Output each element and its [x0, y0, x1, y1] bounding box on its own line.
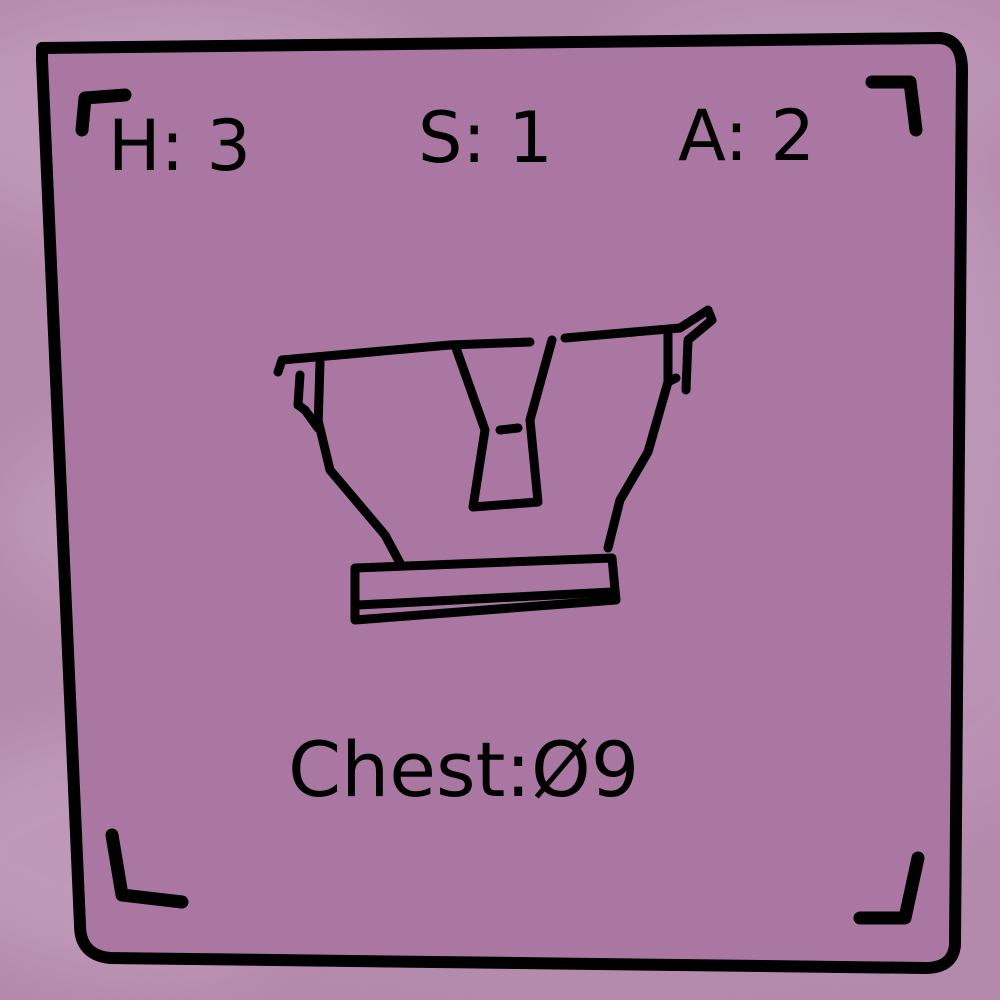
speed-stat: S: 1	[418, 97, 553, 179]
stats-row: H: 3 S: 1 A: 2	[108, 95, 815, 187]
chest-armor-icon	[273, 305, 717, 625]
item-label: Chest:Ø9	[288, 725, 639, 814]
corner-bracket-bottom-left	[105, 828, 189, 909]
corner-brackets	[75, 75, 925, 925]
corner-bracket-bottom-right	[853, 851, 925, 925]
corner-bracket-top-right	[865, 75, 923, 137]
corner-bracket-top-left	[75, 88, 132, 137]
health-stat: H: 3	[108, 105, 251, 187]
armor-stat: A: 2	[678, 95, 815, 177]
